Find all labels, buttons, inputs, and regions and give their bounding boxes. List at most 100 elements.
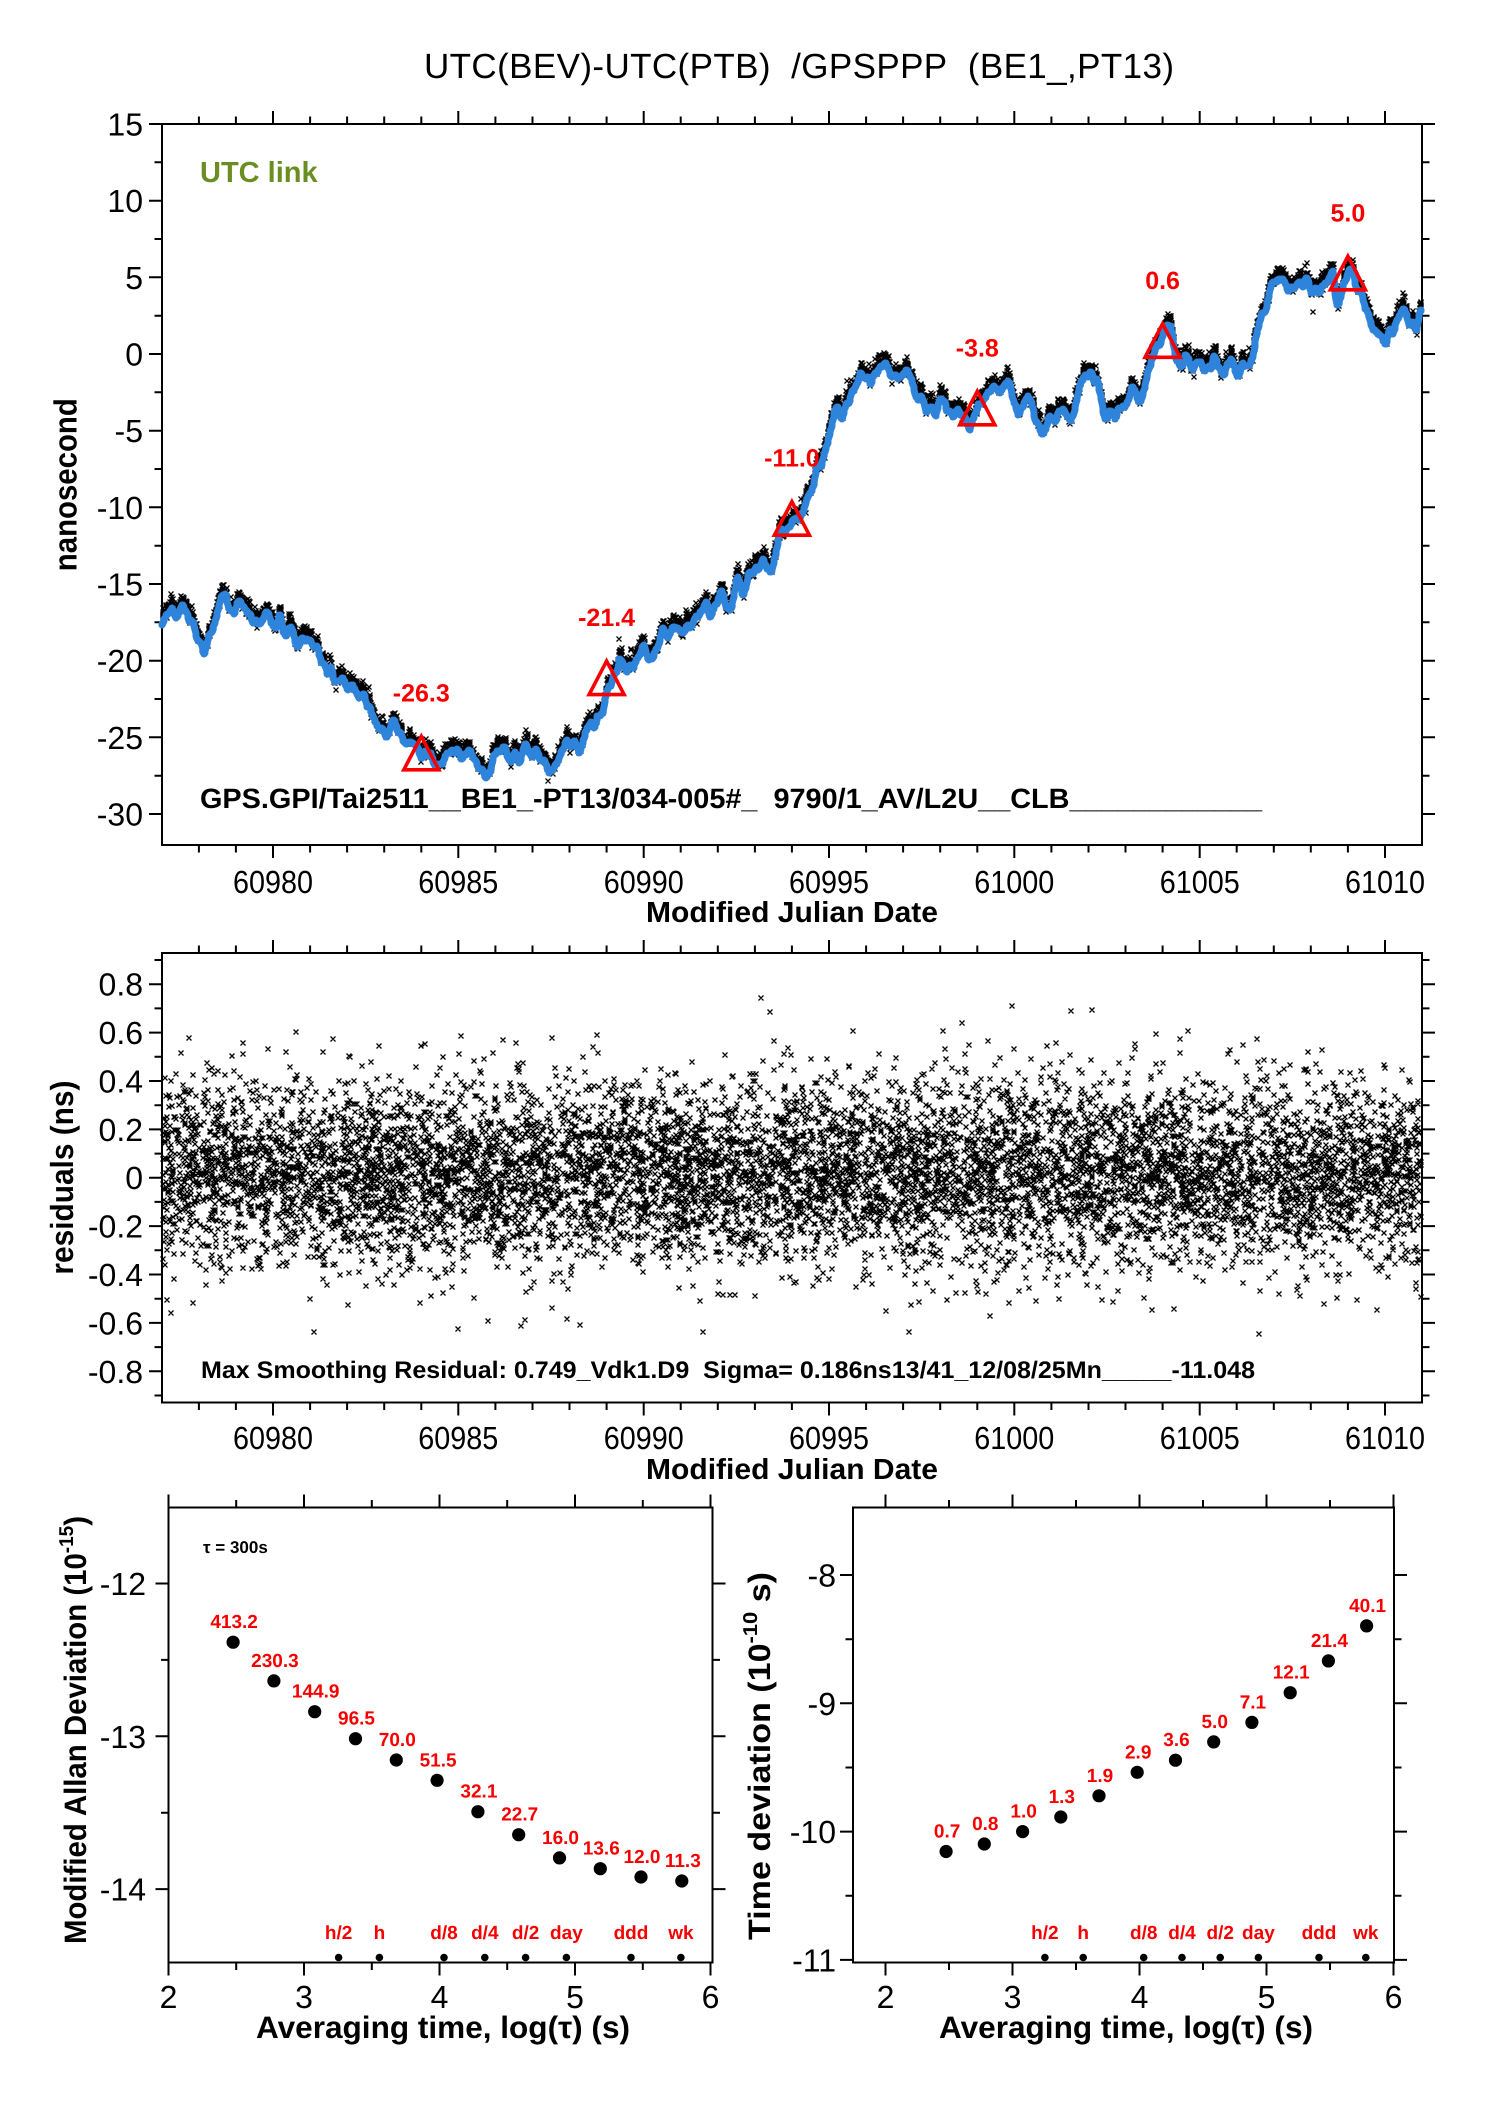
svg-text:Modified Allan Deviation (10-1: Modified Allan Deviation (10-15) — [56, 1516, 93, 1944]
svg-text:5: 5 — [125, 260, 143, 296]
svg-text:-26.3: -26.3 — [393, 679, 450, 707]
svg-text:0.8: 0.8 — [99, 967, 143, 1003]
svg-text:60995: 60995 — [789, 864, 869, 900]
svg-text:residuals (ns): residuals (ns) — [44, 1081, 80, 1275]
svg-text:Modified Julian Date: Modified Julian Date — [646, 1454, 938, 1486]
svg-text:-11: -11 — [792, 1942, 836, 1978]
svg-text:UTC(BEV)-UTC(PTB) /GPSPPP (B: UTC(BEV)-UTC(PTB) /GPSPPP (BE1_,PT13) — [424, 47, 1174, 86]
svg-text:-11.0: -11.0 — [764, 445, 820, 473]
svg-text:6: 6 — [702, 1979, 720, 2015]
svg-text:40.1: 40.1 — [1349, 1596, 1386, 1617]
svg-text:3: 3 — [1004, 1979, 1022, 2015]
svg-text:-0.8: -0.8 — [88, 1354, 143, 1390]
svg-text:61005: 61005 — [1160, 1420, 1240, 1456]
svg-text:5: 5 — [1258, 1979, 1276, 2015]
svg-text:60990: 60990 — [604, 1420, 684, 1456]
svg-text:0: 0 — [125, 337, 143, 373]
svg-text:4: 4 — [1131, 1979, 1149, 2015]
svg-text:-10: -10 — [790, 1814, 836, 1850]
svg-text:-14: -14 — [100, 1872, 146, 1908]
svg-text:61000: 61000 — [974, 1420, 1054, 1456]
svg-text:-9: -9 — [808, 1686, 836, 1722]
svg-text:230.3: 230.3 — [251, 1651, 299, 1672]
svg-text:2.9: 2.9 — [1125, 1742, 1151, 1763]
svg-text:144.9: 144.9 — [292, 1682, 340, 1703]
svg-text:-0.6: -0.6 — [88, 1305, 143, 1341]
svg-text:3: 3 — [295, 1979, 313, 2015]
svg-text:22.7: 22.7 — [501, 1805, 538, 1826]
svg-text:Averaging time, log(τ) (s): Averaging time, log(τ) (s) — [256, 2010, 630, 2045]
svg-text:1.9: 1.9 — [1087, 1766, 1113, 1787]
svg-text:60980: 60980 — [233, 1420, 313, 1456]
svg-text:Max Smoothing Residual: 0.749_: Max Smoothing Residual: 0.749_Vdk1.D9 Si… — [201, 1357, 1255, 1384]
svg-text:413.2: 413.2 — [210, 1612, 258, 1633]
svg-text:0.2: 0.2 — [99, 1112, 143, 1148]
svg-text:70.0: 70.0 — [379, 1730, 416, 1751]
svg-text:0: 0 — [125, 1160, 143, 1196]
svg-text:10: 10 — [107, 183, 143, 219]
svg-text:60980: 60980 — [233, 864, 313, 900]
svg-text:1.3: 1.3 — [1049, 1787, 1075, 1808]
svg-text:96.5: 96.5 — [338, 1709, 375, 1730]
svg-text:0.4: 0.4 — [99, 1064, 143, 1100]
svg-text:60990: 60990 — [604, 864, 684, 900]
svg-text:60985: 60985 — [418, 1420, 498, 1456]
svg-text:0.8: 0.8 — [972, 1814, 998, 1835]
svg-text:-12: -12 — [100, 1566, 146, 1602]
svg-text:Averaging time, log(τ) (s): Averaging time, log(τ) (s) — [939, 2010, 1313, 2045]
svg-text:-30: -30 — [97, 797, 143, 833]
svg-text:d/2: d/2 — [512, 1923, 539, 1944]
svg-text:wk: wk — [1352, 1923, 1379, 1944]
svg-text:h/2: h/2 — [325, 1923, 352, 1944]
svg-text:-0.2: -0.2 — [88, 1209, 143, 1245]
svg-text:-10: -10 — [97, 490, 143, 526]
svg-text:61000: 61000 — [974, 864, 1054, 900]
svg-text:0.6: 0.6 — [99, 1015, 143, 1051]
svg-text:d/2: d/2 — [1206, 1923, 1233, 1944]
svg-text:11.3: 11.3 — [665, 1851, 701, 1872]
svg-text:d/8: d/8 — [1130, 1923, 1157, 1944]
svg-text:13.6: 13.6 — [583, 1839, 620, 1860]
svg-text:-3.8: -3.8 — [956, 334, 999, 362]
svg-text:day: day — [550, 1923, 583, 1944]
svg-text:h/2: h/2 — [1031, 1923, 1058, 1944]
svg-text:-5: -5 — [115, 413, 143, 449]
svg-text:12.1: 12.1 — [1273, 1663, 1310, 1684]
svg-text:2: 2 — [160, 1979, 178, 2015]
svg-text:-21.4: -21.4 — [578, 604, 635, 632]
svg-text:τ = 300s: τ = 300s — [203, 1538, 268, 1557]
svg-text:15: 15 — [107, 107, 143, 143]
svg-text:1.0: 1.0 — [1010, 1802, 1036, 1823]
svg-text:UTC link: UTC link — [200, 157, 318, 189]
svg-text:61010: 61010 — [1345, 1420, 1425, 1456]
svg-text:32.1: 32.1 — [460, 1782, 497, 1803]
svg-text:-13: -13 — [100, 1719, 146, 1755]
svg-text:-8: -8 — [808, 1558, 836, 1594]
svg-text:wk: wk — [667, 1923, 694, 1944]
svg-text:0.6: 0.6 — [1145, 267, 1180, 295]
svg-text:12.0: 12.0 — [624, 1847, 661, 1868]
svg-text:Modified Julian Date: Modified Julian Date — [646, 897, 938, 929]
svg-text:-0.4: -0.4 — [88, 1257, 143, 1293]
svg-text:-20: -20 — [97, 643, 143, 679]
svg-text:60995: 60995 — [789, 1420, 869, 1456]
svg-text:0.7: 0.7 — [934, 1822, 960, 1843]
svg-text:d/4: d/4 — [1168, 1923, 1196, 1944]
svg-text:16.0: 16.0 — [542, 1828, 579, 1849]
svg-text:h: h — [1077, 1923, 1089, 1944]
svg-text:7.1: 7.1 — [1240, 1692, 1267, 1713]
svg-text:-15: -15 — [97, 567, 143, 603]
svg-text:day: day — [1242, 1923, 1275, 1944]
svg-text:-25: -25 — [97, 720, 143, 756]
svg-text:d/8: d/8 — [430, 1923, 457, 1944]
svg-text:21.4: 21.4 — [1311, 1631, 1348, 1652]
svg-text:ddd: ddd — [614, 1923, 649, 1944]
svg-text:61010: 61010 — [1345, 864, 1425, 900]
svg-text:5.0: 5.0 — [1331, 199, 1366, 227]
svg-text:4: 4 — [431, 1979, 449, 2015]
svg-text:GPS.GPI/Tai2511__BE1_-PT13/034: GPS.GPI/Tai2511__BE1_-PT13/034-005#_ 979… — [200, 783, 1262, 814]
svg-text:3.6: 3.6 — [1163, 1730, 1189, 1751]
svg-text:51.5: 51.5 — [420, 1750, 457, 1771]
svg-text:nanosecond: nanosecond — [48, 398, 84, 571]
svg-text:5.0: 5.0 — [1201, 1712, 1227, 1733]
